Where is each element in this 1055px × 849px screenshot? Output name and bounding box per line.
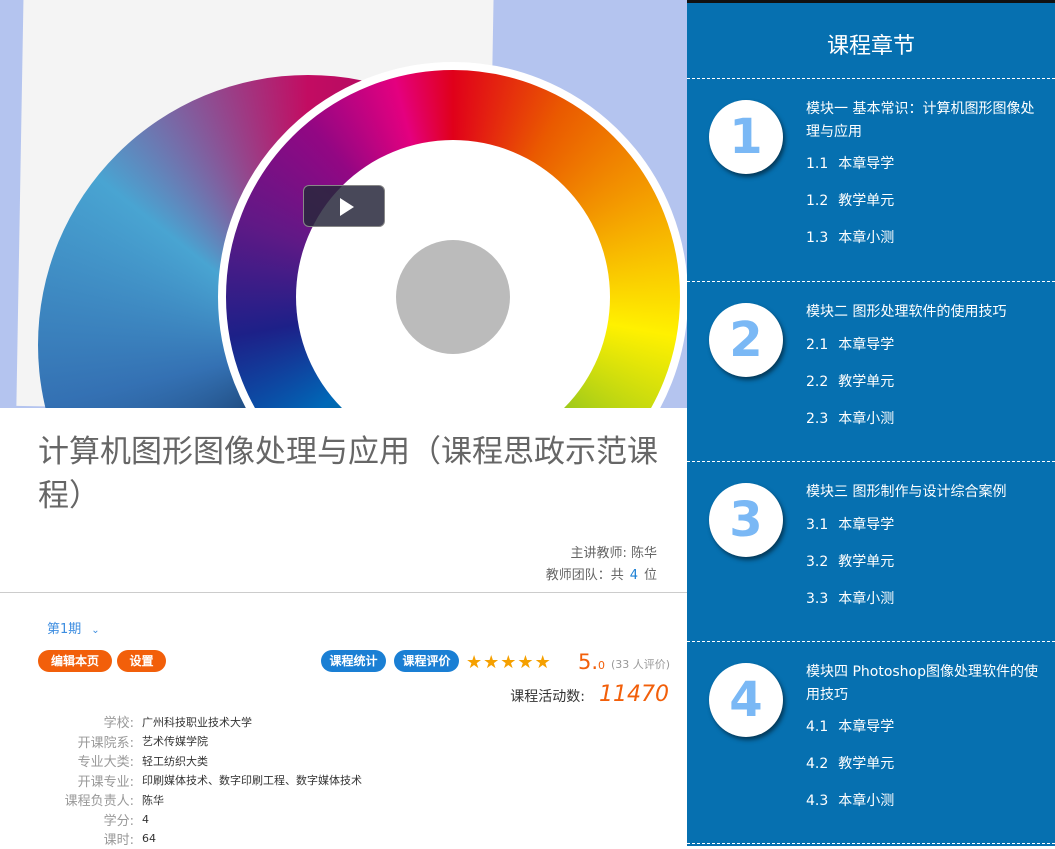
info-value: 4 xyxy=(142,812,149,826)
module-number-badge: 4 xyxy=(709,663,783,737)
teacher-name[interactable]: 陈华 xyxy=(630,546,657,561)
rating-count: (33 人评价) xyxy=(611,658,671,671)
lesson-link[interactable]: 3.2 教学单元 xyxy=(806,554,895,570)
info-value: 广州科技职业技术大学 xyxy=(142,715,252,729)
star-icon: ★ xyxy=(483,652,501,673)
dashed-divider xyxy=(687,281,1055,282)
star-icon: ★ xyxy=(466,652,484,673)
lesson-link[interactable]: 1.1 本章导学 xyxy=(806,156,895,172)
module-name[interactable]: 模块四 Photoshop图像处理软件的使用技巧 xyxy=(806,664,1039,703)
info-value: 陈华 xyxy=(142,793,164,807)
info-row: 学分: 4 xyxy=(0,810,362,830)
top-bar xyxy=(687,0,1055,3)
module-number-badge: 2 xyxy=(709,303,783,377)
star-icon: ★ xyxy=(500,652,518,673)
module-name[interactable]: 模块二 图形处理软件的使用技巧 xyxy=(806,304,1007,320)
course-title: 计算机图形图像处理与应用（课程思政示范课程） xyxy=(38,434,658,514)
lesson-link[interactable]: 2.2 教学单元 xyxy=(806,374,895,390)
settings-button[interactable]: 设置 xyxy=(117,650,166,672)
info-value: 艺术传媒学院 xyxy=(142,735,208,749)
info-row: 专业大类: 轻工纺织大类 xyxy=(0,751,362,771)
info-key: 学分: xyxy=(103,813,134,829)
activity-count: 课程活动数: 11470 xyxy=(510,682,669,707)
info-value: 印刷媒体技术、数字印刷工程、数字媒体技术 xyxy=(142,774,362,788)
course-review-button[interactable]: 课程评价 xyxy=(394,650,459,672)
lesson-link[interactable]: 4.3 本章小测 xyxy=(806,793,895,809)
course-stats-button[interactable]: 课程统计 xyxy=(321,650,386,672)
play-button[interactable] xyxy=(303,185,385,227)
star-icon: ★ xyxy=(534,652,552,673)
info-key: 开课专业: xyxy=(77,774,134,790)
info-key: 开课院系: xyxy=(77,735,134,751)
rating-score: 5.0 xyxy=(578,650,606,674)
term-label: 第1期 xyxy=(47,622,82,637)
info-row: 开课院系: 艺术传媒学院 xyxy=(0,732,362,752)
chapter-title: 课程章节 xyxy=(826,34,915,59)
lesson-link[interactable]: 2.1 本章导学 xyxy=(806,337,895,353)
team-count[interactable]: 4 xyxy=(629,568,638,583)
chevron-down-icon: ⌄ xyxy=(91,625,100,636)
module-name[interactable]: 模块三 图形制作与设计综合案例 xyxy=(806,484,1007,500)
lesson-link[interactable]: 3.1 本章导学 xyxy=(806,517,895,533)
main-teacher: 主讲教师: 陈华 xyxy=(570,542,657,561)
activity-value: 11470 xyxy=(599,682,669,707)
info-row: 课时: 64 xyxy=(0,829,362,849)
info-value: 轻工纺织大类 xyxy=(142,754,208,768)
info-key: 专业大类: xyxy=(77,755,134,771)
teacher-label: 主讲教师: xyxy=(570,546,627,561)
star-icon: ★ xyxy=(517,652,535,673)
lesson-link[interactable]: 1.2 教学单元 xyxy=(806,193,895,209)
team-suffix: 位 xyxy=(643,568,657,583)
lesson-link[interactable]: 3.3 本章小测 xyxy=(806,591,895,607)
divider xyxy=(0,592,687,593)
info-row: 学校: 广州科技职业技术大学 xyxy=(0,712,362,732)
info-key: 课程负责人: xyxy=(64,794,134,810)
module-name[interactable]: 模块一 基本常识：计算机图形图像处理与应用 xyxy=(806,101,1035,140)
dashed-divider xyxy=(687,461,1055,462)
lesson-link[interactable]: 4.1 本章导学 xyxy=(806,719,895,735)
info-row: 课程负责人: 陈华 xyxy=(0,790,362,810)
dashed-divider xyxy=(687,78,1055,79)
dashed-divider xyxy=(687,641,1055,642)
info-key: 学校: xyxy=(103,716,134,732)
module-number-badge: 3 xyxy=(709,483,783,557)
course-video[interactable] xyxy=(0,0,687,408)
edit-page-button[interactable]: 编辑本页 xyxy=(38,650,112,672)
module-number-badge: 1 xyxy=(709,100,783,174)
lesson-link[interactable]: 2.3 本章小测 xyxy=(806,411,895,427)
info-value: 64 xyxy=(142,832,156,846)
rating-stars: ★★★★★ xyxy=(466,652,552,673)
lesson-link[interactable]: 4.2 教学单元 xyxy=(806,756,895,772)
info-row: 开课专业: 印刷媒体技术、数字印刷工程、数字媒体技术 xyxy=(0,771,362,791)
dashed-divider xyxy=(687,843,1055,844)
chapter-panel: 课程章节 1 模块一 基本常识：计算机图形图像处理与应用 1.1 本章导学 1.2 教… xyxy=(687,0,1055,846)
lesson-link[interactable]: 1.3 本章小测 xyxy=(806,230,895,246)
team-label: 教师团队：共 xyxy=(545,568,624,583)
course-main: 计算机图形图像处理与应用（课程思政示范课程） 主讲教师: 陈华 教师团队：共 4 位… xyxy=(0,0,687,849)
teacher-team: 教师团队：共 4 位 xyxy=(546,564,657,583)
info-key: 课时: xyxy=(103,833,134,849)
term-selector[interactable]: 第1期 ⌄ xyxy=(47,618,100,637)
course-info: 学校: 广州科技职业技术大学 开课院系: 艺术传媒学院 专业大类: 轻工纺织大类 开课专业:… xyxy=(0,712,362,849)
